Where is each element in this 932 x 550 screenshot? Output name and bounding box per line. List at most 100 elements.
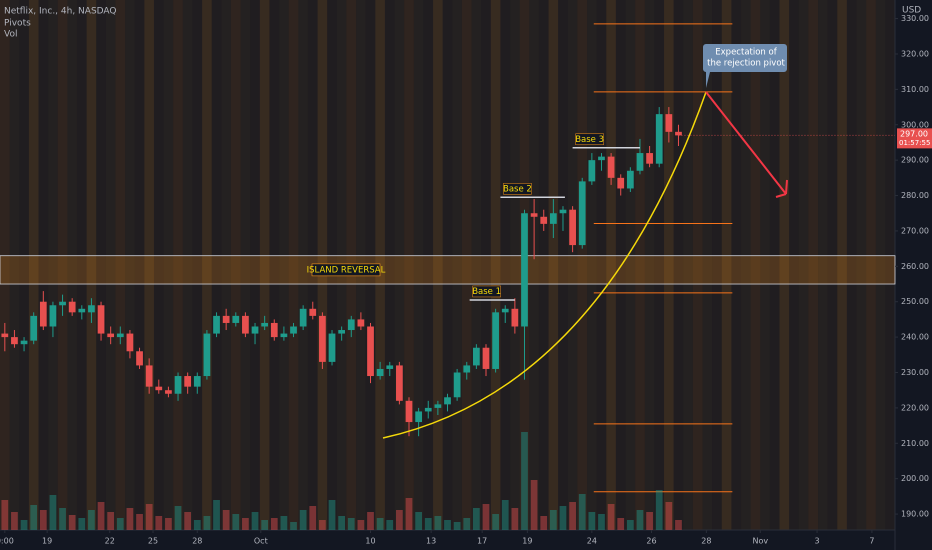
candle-body [569,209,576,246]
candle-body [626,170,634,189]
session-stripe [741,0,751,530]
candle-body [319,315,326,362]
candle-body [261,322,269,327]
volume-bar [165,518,172,530]
candle-body [540,216,548,224]
candle-body [530,213,538,217]
candle-body [607,156,615,178]
session-stripe [182,0,193,530]
candle-body [49,305,57,327]
y-tick-label: 200.00 [901,474,929,483]
session-stripe [471,0,482,530]
session-stripe [558,0,568,530]
x-tick-label: 25 [148,537,158,546]
zone-label-box [311,263,381,277]
volume-bar [396,510,403,530]
candle-body [97,305,105,334]
session-stripe [163,0,174,530]
session-stripe [500,0,511,530]
volume-bar [126,508,134,530]
arrow-drawing [705,91,788,198]
volume-bar [49,495,57,530]
session-stripe [9,0,20,530]
session-stripe [230,0,241,530]
volume-bar [405,498,413,530]
volume-bar [376,518,384,530]
volume-bar [242,518,249,530]
y-tick-label: 250.00 [901,297,929,306]
volume-bar [1,500,9,530]
volume-bar [136,514,143,530]
x-tick-label: 17 [477,537,487,546]
volume-bar [251,512,259,530]
candle-body [617,177,625,189]
y-tick-label: 310.00 [901,85,929,94]
candle-body [251,326,259,334]
base-label-box [503,183,532,195]
candle-body [396,365,403,401]
session-stripe [452,0,462,530]
volume-bar [607,504,615,530]
session-stripe [760,0,770,530]
y-tick-label: 280.00 [901,191,929,200]
session-stripe [76,0,87,530]
session-stripe [577,0,588,530]
candle-body [453,372,461,398]
volume-bar [636,510,644,530]
volume-bar [145,504,153,530]
volume-bar [549,510,557,530]
volume-bar [309,506,317,530]
session-stripe [28,0,39,530]
session-stripe [538,0,549,530]
curve-drawing [382,91,707,439]
session-stripe [779,0,790,530]
session-stripe [221,0,231,530]
volume-bar [434,516,442,530]
session-stripe [721,0,732,530]
volume-bar [174,506,182,530]
candle-body [636,153,644,171]
session-stripe [192,0,203,530]
volume-bar [444,520,451,530]
session-stripe [846,0,857,530]
symbol-title: Netflix, Inc., 4h, NASDAQ [4,7,117,17]
zone-label: ISLAND REVERSAL [307,265,386,275]
y-tick-label: 330.00 [901,14,929,23]
candle-body [405,400,413,423]
session-stripe [885,0,895,530]
y-tick-label: 220.00 [901,403,929,412]
volume-bar [675,520,682,530]
currency-label: USD [902,6,921,16]
volume-bar [232,514,240,530]
volume-bar [511,508,519,530]
session-stripe [837,0,847,530]
candle-body [501,308,509,313]
candle-body [30,315,38,341]
session-stripe [587,0,597,530]
volume-bar [338,516,346,530]
volume-bar [540,516,548,530]
x-tick-label: 7 [869,537,874,546]
candle-body [588,160,596,182]
candle-body [386,365,394,369]
session-stripe [134,0,145,530]
volume-bar [30,505,38,530]
volume-bar [68,515,76,530]
session-stripe [404,0,414,530]
volume-bar [598,514,605,530]
session-stripe [866,0,876,530]
candle-body [521,213,528,327]
indicator-label: Vol [4,30,17,40]
candle-body [174,376,182,394]
session-stripe [413,0,424,530]
candle-body [463,365,471,373]
candle-body [165,390,172,394]
volume-bar [501,500,509,530]
session-stripe [529,0,539,530]
candle-body [338,330,346,334]
session-stripe [548,0,559,530]
volume-bar [299,510,307,530]
base-label-box [472,285,501,298]
